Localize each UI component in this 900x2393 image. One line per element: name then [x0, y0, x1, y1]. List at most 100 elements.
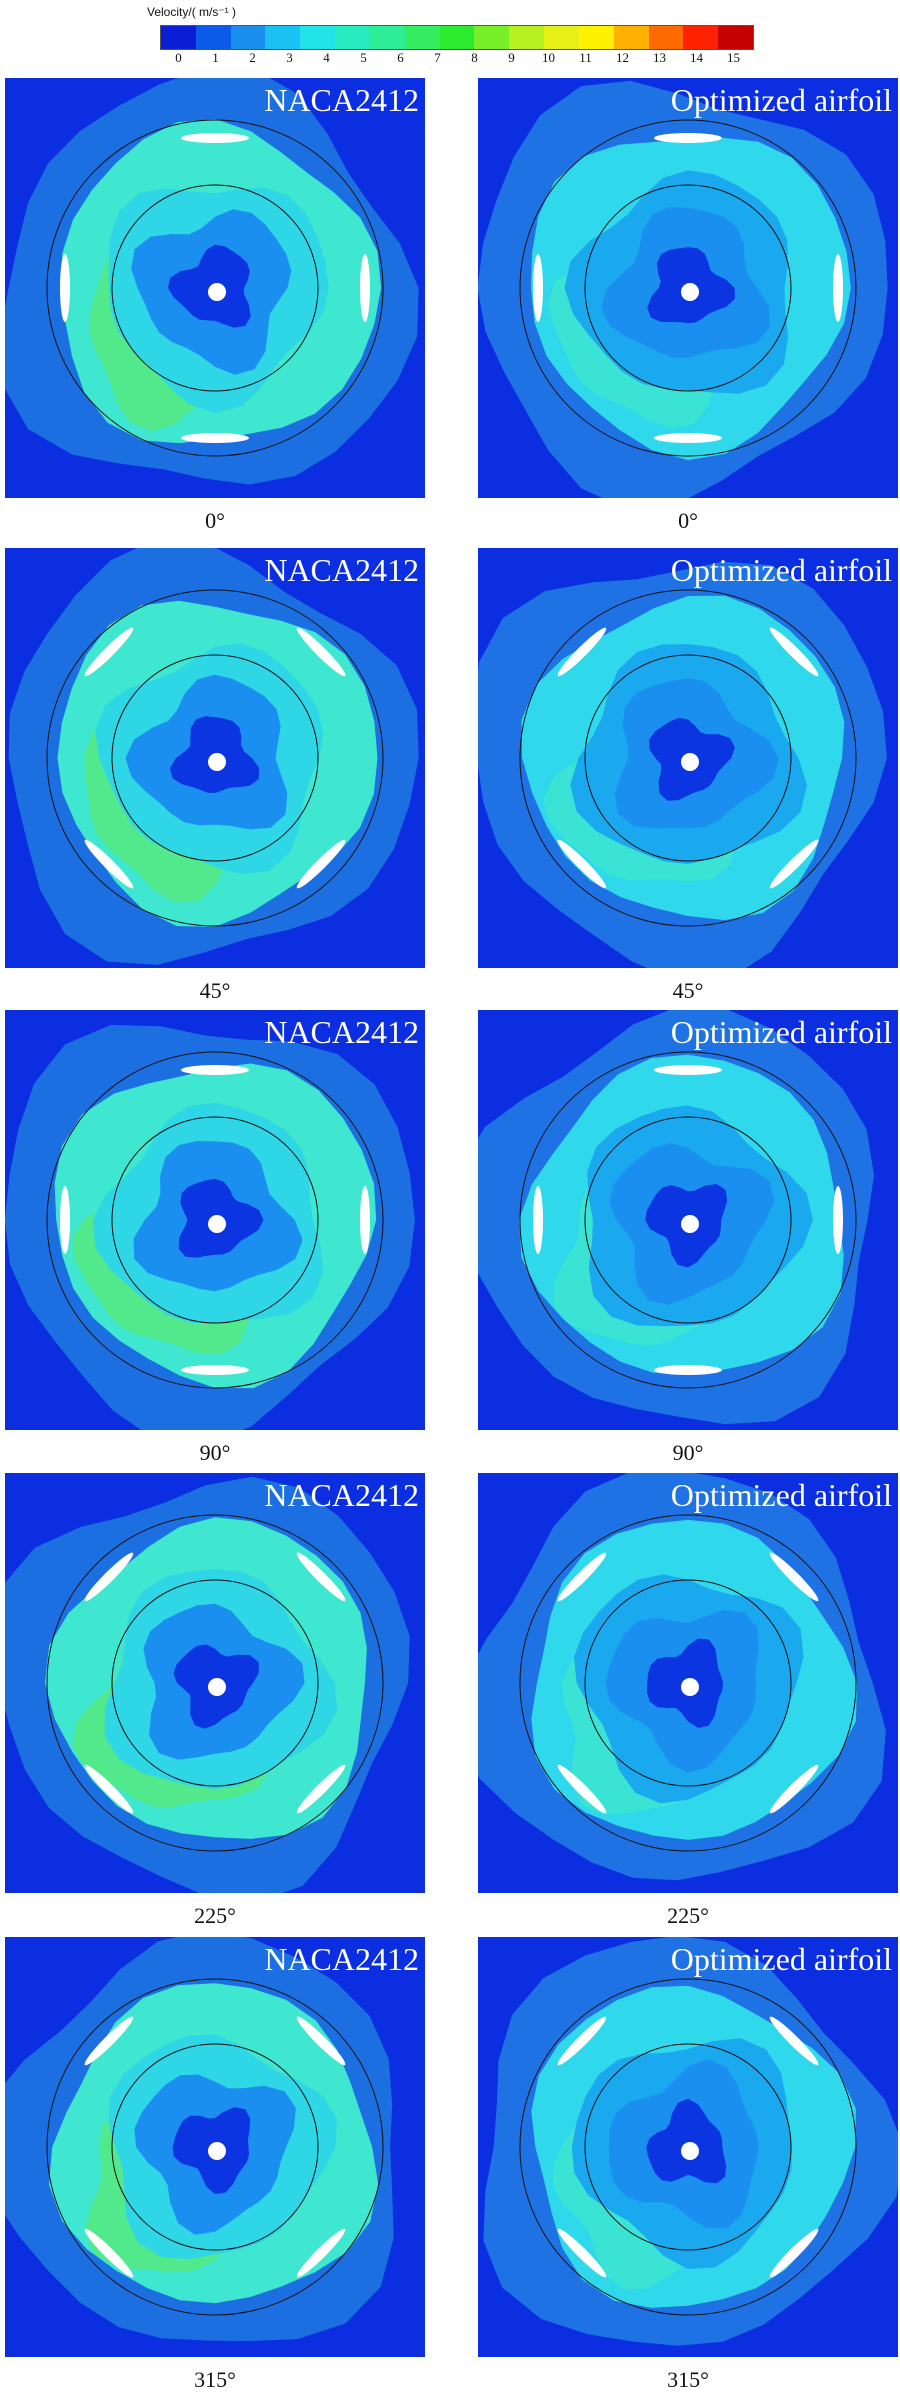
- colorbar-swatch-9: [474, 26, 510, 49]
- shaft: [208, 1215, 226, 1233]
- blade-shape: [557, 1552, 607, 1602]
- opt-angle-label: 315°: [667, 2367, 709, 2392]
- shaft: [681, 283, 699, 301]
- blade-shape: [181, 1365, 249, 1375]
- inner-domain-outline: [111, 1116, 319, 1324]
- blade: [769, 839, 819, 889]
- blade: [557, 1552, 607, 1602]
- opt-panel-title: Optimized airfoil: [670, 552, 892, 588]
- colorbar-tick: 12: [616, 50, 629, 65]
- shaft: [208, 753, 226, 771]
- blade: [296, 1764, 346, 1814]
- colorbar-ticks: 0 1 2 3 4 5 6 7 8 9 10 11 12 13 14 15: [160, 50, 752, 70]
- opt-panel-title: Optimized airfoil: [670, 1941, 892, 1977]
- opt-angle-label: 45°: [672, 978, 704, 1003]
- blade-shape: [557, 839, 607, 889]
- naca-panel-title: NACA2412: [264, 552, 419, 588]
- blade: [833, 1186, 843, 1254]
- inner-domain-outline: [111, 654, 319, 862]
- naca-panel-title: NACA2412: [264, 1941, 419, 1977]
- core-region: [646, 2098, 727, 2184]
- blade: [84, 2016, 134, 2066]
- shaft: [681, 1215, 699, 1233]
- blade: [84, 1764, 134, 1814]
- blade: [654, 133, 722, 143]
- inner-domain-outline: [111, 184, 319, 392]
- colorbar-swatch-3: [265, 26, 301, 49]
- blade: [654, 433, 722, 443]
- shaft: [681, 1678, 699, 1696]
- blade-shape: [833, 254, 843, 322]
- naca-contour-panel: NACA2412: [5, 1010, 425, 1430]
- colorbar-tick: 15: [727, 50, 740, 65]
- opt-contour-panel: Optimized airfoil: [478, 1937, 898, 2357]
- blade: [769, 1552, 819, 1602]
- velocity-contour-plot: [478, 1473, 886, 1881]
- velocity-contour-plot: [478, 80, 888, 498]
- rotor-domain-outline: [46, 589, 384, 927]
- colorbar-tick: 0: [175, 50, 182, 65]
- blade-shape: [181, 433, 249, 443]
- blade: [296, 2016, 346, 2066]
- blade: [769, 2016, 819, 2066]
- velocity-contour-plot: [5, 1024, 415, 1430]
- blade: [833, 254, 843, 322]
- opt-angle-label: 0°: [678, 508, 698, 533]
- velocity-contour-plot: [5, 1476, 410, 1893]
- naca-contour-panel: NACA2412: [5, 1473, 425, 1893]
- colorbar-tick: 13: [653, 50, 666, 65]
- naca-angle-label: 225°: [194, 1903, 236, 1928]
- blade-shape: [769, 839, 819, 889]
- blade-shape: [84, 839, 134, 889]
- blade: [84, 627, 134, 677]
- blade: [60, 254, 70, 322]
- blade-shape: [654, 133, 722, 143]
- rotor-domain-outline: [46, 1978, 384, 2316]
- colorbar-tick: 9: [508, 50, 515, 65]
- blade-shape: [557, 2016, 607, 2066]
- blade-shape: [296, 2016, 346, 2066]
- colorbar-tick: 11: [579, 50, 592, 65]
- blade-shape: [833, 1186, 843, 1254]
- blade: [557, 2228, 607, 2278]
- rotor-domain-outline: [46, 1514, 384, 1852]
- colorbar-swatch-0: [161, 26, 196, 49]
- colorbar-swatch-10: [509, 26, 545, 49]
- naca-angle-label: 45°: [199, 978, 231, 1003]
- rotor-domain-outline: [519, 589, 857, 927]
- blade-shape: [557, 2228, 607, 2278]
- naca-panel-title: NACA2412: [264, 1477, 419, 1513]
- colorbar-swatch-2: [230, 26, 266, 49]
- inner-domain-outline: [584, 1579, 792, 1787]
- blade-shape: [181, 133, 249, 143]
- blade-shape: [84, 1552, 134, 1602]
- blade: [557, 2016, 607, 2066]
- blade: [557, 627, 607, 677]
- inner-domain-outline: [111, 2043, 319, 2251]
- naca-angle-label: 315°: [194, 2367, 236, 2392]
- naca-contour-panel: NACA2412: [5, 548, 425, 968]
- rotor-domain-outline: [519, 1514, 857, 1852]
- colorbar-swatch-14: [648, 26, 684, 49]
- blade-shape: [84, 1764, 134, 1814]
- blade: [296, 627, 346, 677]
- blade: [533, 254, 543, 322]
- blade-shape: [181, 1065, 249, 1075]
- blade: [296, 1552, 346, 1602]
- blade-shape: [533, 254, 543, 322]
- inner-domain-outline: [584, 2043, 792, 2251]
- rotor-domain-outline: [519, 119, 857, 457]
- colorbar-swatch-1: [195, 26, 231, 49]
- blade: [296, 2228, 346, 2278]
- velocity-contour-plot: [8, 548, 419, 965]
- colorbar-tick: 7: [434, 50, 441, 65]
- blade-shape: [654, 1365, 722, 1375]
- blade-shape: [769, 1552, 819, 1602]
- blade-shape: [296, 2228, 346, 2278]
- opt-contour-panel: Optimized airfoil: [478, 1010, 898, 1430]
- blade: [84, 839, 134, 889]
- blade: [181, 1065, 249, 1075]
- blade-shape: [557, 1764, 607, 1814]
- rotor-domain-outline: [519, 1978, 857, 2316]
- inner-domain-outline: [584, 184, 792, 392]
